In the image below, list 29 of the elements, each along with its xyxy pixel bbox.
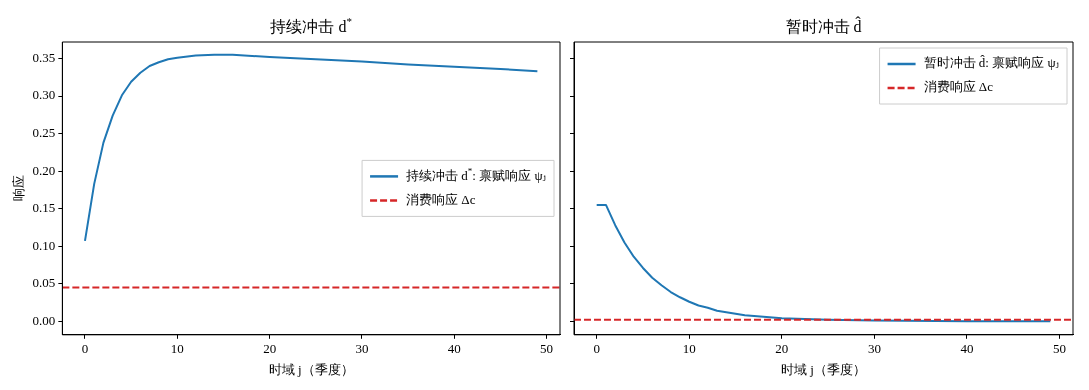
x-tick-label: 0 <box>81 341 89 357</box>
y-tick-label: 0.05 <box>32 275 56 291</box>
y-tick-label: 0.10 <box>32 237 56 253</box>
x-axis-title: 时域 j（季度） <box>268 361 354 377</box>
x-tick-label: 40 <box>447 341 461 357</box>
y-tick-label: 0.25 <box>32 125 56 141</box>
y-tick-label: 0.15 <box>32 200 56 216</box>
x-axis-title: 时域 j（季度） <box>781 361 866 377</box>
y-tick-label: 0.20 <box>32 162 56 178</box>
x-tick-label: 50 <box>540 341 554 357</box>
chart-title: 暂时冲击 d̂ <box>785 16 862 36</box>
x-tick-label: 10 <box>170 341 184 357</box>
chart-title: 持续冲击 d* <box>270 15 352 36</box>
legend-label: 暂时冲击 d̂: 禀赋响应 ψⱼ <box>923 55 1059 71</box>
x-tick-label: 10 <box>682 341 696 357</box>
legend-label: 消费响应 Δc <box>406 191 476 207</box>
x-tick-label: 40 <box>960 341 974 357</box>
x-tick-label: 30 <box>867 341 881 357</box>
x-tick-label: 0 <box>593 341 600 357</box>
y-tick-label: 0.00 <box>32 312 56 328</box>
x-tick-label: 50 <box>1053 341 1067 357</box>
y-tick-label: 0.30 <box>32 87 56 103</box>
x-tick-label: 20 <box>263 341 277 357</box>
legend-label: 消费响应 Δc <box>923 79 994 95</box>
x-tick-label: 20 <box>775 341 789 357</box>
x-tick-label: 30 <box>355 341 369 357</box>
y-tick-label: 0.35 <box>32 49 56 65</box>
legend-label: 持续冲击 d*: 禀赋响应 ψⱼ <box>406 166 546 183</box>
y-axis-title: 响应 <box>11 175 27 202</box>
